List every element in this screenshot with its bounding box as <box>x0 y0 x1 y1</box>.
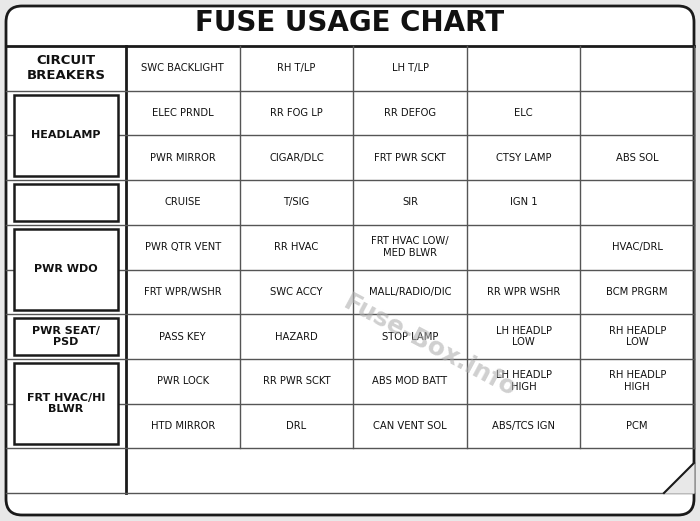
Text: ELEC PRNDL: ELEC PRNDL <box>152 108 214 118</box>
Text: FRT PWR SCKT: FRT PWR SCKT <box>374 153 446 163</box>
Text: PWR MIRROR: PWR MIRROR <box>150 153 216 163</box>
Text: RR DEFOG: RR DEFOG <box>384 108 436 118</box>
Text: RH HEADLP
HIGH: RH HEADLP HIGH <box>608 370 666 392</box>
Text: RR WPR WSHR: RR WPR WSHR <box>487 287 560 297</box>
FancyBboxPatch shape <box>6 6 694 515</box>
Text: ELC: ELC <box>514 108 533 118</box>
Text: RR HVAC: RR HVAC <box>274 242 319 252</box>
Bar <box>14 229 118 310</box>
Text: ABS/TCS IGN: ABS/TCS IGN <box>492 421 555 431</box>
Text: BCM PRGRM: BCM PRGRM <box>606 287 668 297</box>
Text: ABS SOL: ABS SOL <box>616 153 659 163</box>
Text: PCM: PCM <box>626 421 648 431</box>
Text: PWR WDO: PWR WDO <box>34 265 98 275</box>
Polygon shape <box>664 463 694 493</box>
Text: PWR SEAT/
PSD: PWR SEAT/ PSD <box>32 326 100 348</box>
Text: SIR: SIR <box>402 197 418 207</box>
Text: CAN VENT SOL: CAN VENT SOL <box>373 421 447 431</box>
Text: CTSY LAMP: CTSY LAMP <box>496 153 552 163</box>
Text: HEADLAMP: HEADLAMP <box>32 130 101 140</box>
Bar <box>14 95 118 176</box>
Text: RR FOG LP: RR FOG LP <box>270 108 323 118</box>
Text: PASS KEY: PASS KEY <box>160 331 206 342</box>
Text: PWR QTR VENT: PWR QTR VENT <box>145 242 221 252</box>
Text: CIGAR/DLC: CIGAR/DLC <box>269 153 324 163</box>
Text: STOP LAMP: STOP LAMP <box>382 331 438 342</box>
Bar <box>14 184 118 221</box>
Text: ABS MOD BATT: ABS MOD BATT <box>372 376 447 386</box>
Text: FUSE USAGE CHART: FUSE USAGE CHART <box>195 9 505 37</box>
Text: HAZARD: HAZARD <box>275 331 318 342</box>
Text: HTD MIRROR: HTD MIRROR <box>150 421 215 431</box>
Text: CRUISE: CRUISE <box>164 197 201 207</box>
Text: RH HEADLP
LOW: RH HEADLP LOW <box>608 326 666 348</box>
Text: PWR LOCK: PWR LOCK <box>157 376 209 386</box>
Bar <box>14 363 118 444</box>
Text: FRT WPR/WSHR: FRT WPR/WSHR <box>144 287 222 297</box>
Text: RR PWR SCKT: RR PWR SCKT <box>262 376 330 386</box>
Text: LH HEADLP
HIGH: LH HEADLP HIGH <box>496 370 552 392</box>
Bar <box>14 318 118 355</box>
Text: IGN 1: IGN 1 <box>510 197 538 207</box>
Text: SWC BACKLIGHT: SWC BACKLIGHT <box>141 64 224 73</box>
Text: CIRCUIT
BREAKERS: CIRCUIT BREAKERS <box>27 54 106 82</box>
Text: T/SIG: T/SIG <box>284 197 309 207</box>
Text: MALL/RADIO/DIC: MALL/RADIO/DIC <box>369 287 452 297</box>
Text: HVAC/DRL: HVAC/DRL <box>612 242 663 252</box>
Text: FRT HVAC LOW/
MED BLWR: FRT HVAC LOW/ MED BLWR <box>371 237 449 258</box>
Text: FRT HVAC/HI
BLWR: FRT HVAC/HI BLWR <box>27 393 105 414</box>
Text: SWC ACCY: SWC ACCY <box>270 287 323 297</box>
Text: Fuse-Box.info: Fuse-Box.info <box>340 290 521 402</box>
Text: LH HEADLP
LOW: LH HEADLP LOW <box>496 326 552 348</box>
Text: LH T/LP: LH T/LP <box>391 64 428 73</box>
Text: DRL: DRL <box>286 421 307 431</box>
Text: RH T/LP: RH T/LP <box>277 64 316 73</box>
